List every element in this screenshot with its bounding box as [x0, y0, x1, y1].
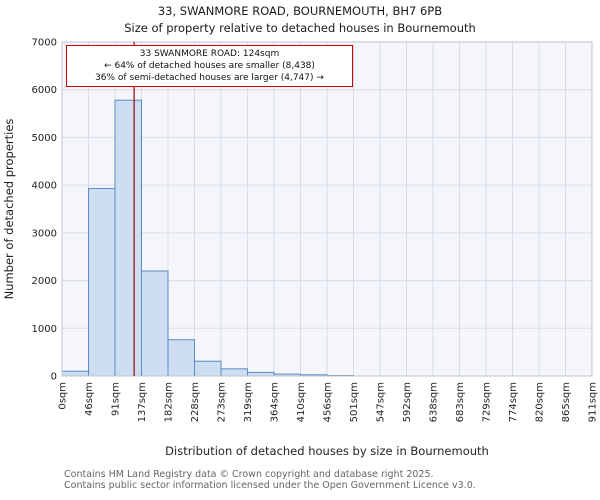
- histogram-bar: [194, 360, 222, 377]
- x-tick-label: 319sqm: [243, 382, 254, 422]
- annotation-larger-line: 36% of semi-detached houses are larger (…: [95, 73, 324, 83]
- x-tick-label: 774sqm: [508, 382, 519, 422]
- x-tick-label: 91sqm: [111, 382, 122, 416]
- histogram-bar: [61, 370, 89, 377]
- x-tick-label: 46sqm: [84, 382, 95, 416]
- histogram-bar: [88, 187, 116, 377]
- property-annotation-box: 33 SWANMORE ROAD: 124sqm ← 64% of detach…: [66, 45, 353, 87]
- x-tick-label: 729sqm: [482, 382, 493, 422]
- x-tick-label: 228sqm: [190, 382, 201, 422]
- y-axis-label: Number of detached properties: [2, 119, 16, 300]
- x-tick-label: 592sqm: [402, 382, 413, 422]
- x-tick-label: 456sqm: [323, 382, 334, 422]
- footer-line-2: Contains public sector information licen…: [64, 480, 476, 491]
- y-tick-label: 3000: [32, 228, 57, 239]
- histogram-bar: [141, 270, 169, 377]
- x-tick-label: 273sqm: [217, 382, 228, 422]
- x-tick-label: 820sqm: [535, 382, 546, 422]
- x-tick-label: 137sqm: [137, 382, 148, 422]
- y-tick-label: 7000: [32, 38, 57, 49]
- footer-line-1: Contains HM Land Registry data © Crown c…: [64, 469, 434, 480]
- x-tick-label: 911sqm: [588, 382, 599, 422]
- y-tick-label: 4000: [32, 181, 57, 192]
- y-tick-label: 1000: [32, 324, 57, 335]
- histogram-bar: [167, 339, 195, 377]
- histogram-bar: [114, 99, 142, 377]
- footer-credits: Contains HM Land Registry data © Crown c…: [64, 469, 600, 491]
- annotation-smaller-line: ← 64% of detached houses are smaller (8,…: [104, 61, 315, 71]
- histogram-bar: [220, 368, 248, 377]
- x-axis-label: Distribution of detached houses by size …: [165, 444, 489, 458]
- y-tick-label: 6000: [32, 85, 57, 96]
- y-tick-label: 5000: [32, 133, 57, 144]
- x-tick-label: 182sqm: [164, 382, 175, 422]
- chart-title: 33, SWANMORE ROAD, BOURNEMOUTH, BH7 6PB: [157, 4, 443, 18]
- x-tick-label: 0sqm: [58, 382, 69, 410]
- annotation-property-line: 33 SWANMORE ROAD: 124sqm: [139, 49, 280, 59]
- x-tick-label: 683sqm: [455, 382, 466, 422]
- histogram-bar: [247, 371, 275, 377]
- plot-border: [61, 41, 593, 377]
- chart-subtitle: Size of property relative to detached ho…: [124, 21, 476, 35]
- x-tick-label: 638sqm: [429, 382, 440, 422]
- y-tick-label: 0: [51, 372, 57, 383]
- x-tick-label: 410sqm: [296, 382, 307, 422]
- x-tick-label: 547sqm: [376, 382, 387, 422]
- y-tick-label: 2000: [32, 276, 57, 287]
- x-tick-label: 364sqm: [270, 382, 281, 422]
- x-tick-label: 865sqm: [561, 382, 572, 422]
- x-tick-label: 501sqm: [349, 382, 360, 422]
